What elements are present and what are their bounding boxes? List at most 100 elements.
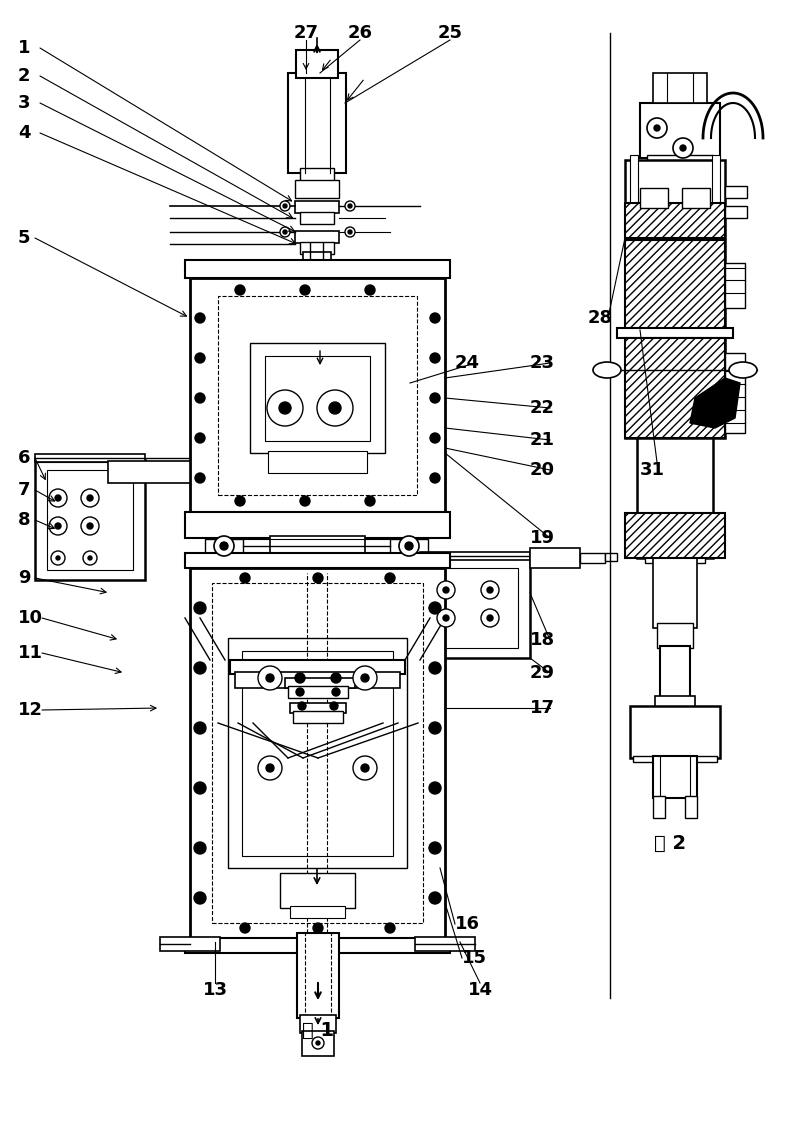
Circle shape	[353, 756, 377, 780]
Circle shape	[399, 536, 419, 556]
Circle shape	[316, 1041, 320, 1045]
Bar	[300, 242, 334, 254]
Circle shape	[258, 756, 282, 780]
Text: 24: 24	[455, 354, 480, 372]
Bar	[285, 678, 355, 688]
Bar	[296, 50, 338, 79]
Circle shape	[87, 495, 93, 501]
Bar	[303, 251, 331, 280]
Bar	[160, 937, 220, 951]
Bar	[625, 513, 725, 558]
Circle shape	[235, 284, 245, 295]
Bar	[35, 460, 145, 580]
Bar	[653, 795, 665, 818]
Circle shape	[49, 517, 67, 535]
Circle shape	[87, 523, 93, 529]
Bar	[630, 155, 638, 244]
Circle shape	[365, 496, 375, 506]
Circle shape	[194, 842, 206, 854]
Bar	[640, 188, 668, 208]
Bar	[212, 583, 423, 923]
Circle shape	[329, 402, 341, 414]
Bar	[640, 104, 720, 158]
Circle shape	[443, 587, 449, 593]
Bar	[530, 549, 580, 568]
Circle shape	[437, 609, 455, 627]
Circle shape	[195, 353, 205, 363]
Circle shape	[430, 473, 440, 483]
Bar	[288, 686, 348, 698]
Text: 11: 11	[18, 644, 43, 662]
Circle shape	[279, 402, 291, 414]
Bar	[653, 556, 697, 628]
Bar	[625, 160, 725, 238]
Bar	[302, 1031, 334, 1056]
Circle shape	[81, 489, 99, 508]
Bar	[625, 338, 725, 438]
Circle shape	[194, 721, 206, 734]
Bar	[633, 756, 717, 762]
Circle shape	[430, 353, 440, 363]
Bar	[47, 470, 133, 570]
Circle shape	[481, 609, 499, 627]
Circle shape	[348, 230, 352, 234]
Circle shape	[195, 473, 205, 483]
Text: 5: 5	[18, 229, 30, 247]
Circle shape	[437, 582, 455, 599]
Bar	[295, 201, 339, 213]
Circle shape	[195, 432, 205, 443]
Circle shape	[51, 551, 65, 564]
Text: 2: 2	[18, 67, 30, 85]
Circle shape	[313, 574, 323, 583]
Bar	[300, 212, 334, 224]
Circle shape	[283, 230, 287, 234]
Circle shape	[194, 662, 206, 674]
Bar	[265, 356, 370, 442]
Bar	[605, 553, 617, 561]
Text: 3: 3	[18, 94, 30, 112]
Circle shape	[266, 764, 274, 772]
Circle shape	[443, 615, 449, 621]
Text: 7: 7	[18, 481, 30, 498]
Text: 10: 10	[18, 609, 43, 627]
Circle shape	[313, 923, 323, 933]
Circle shape	[88, 556, 92, 560]
Bar	[108, 461, 190, 483]
Circle shape	[280, 201, 290, 211]
Bar	[420, 558, 530, 658]
Text: 4: 4	[18, 124, 30, 142]
Circle shape	[361, 674, 369, 682]
Circle shape	[220, 542, 228, 550]
Text: 25: 25	[438, 24, 462, 42]
Circle shape	[295, 673, 305, 683]
Polygon shape	[690, 378, 740, 428]
Bar	[712, 155, 720, 244]
Text: 29: 29	[530, 663, 555, 682]
Circle shape	[332, 688, 340, 696]
Bar	[250, 343, 385, 453]
Bar	[293, 711, 343, 723]
Text: 13: 13	[202, 981, 227, 999]
Circle shape	[280, 226, 290, 237]
Bar	[657, 622, 693, 648]
Text: 20: 20	[530, 461, 555, 479]
Circle shape	[312, 1037, 324, 1049]
Bar	[300, 1015, 336, 1033]
Circle shape	[429, 842, 441, 854]
Bar	[185, 259, 450, 278]
Bar	[625, 240, 725, 330]
Bar	[300, 168, 334, 183]
Text: 16: 16	[455, 915, 480, 933]
Circle shape	[300, 496, 310, 506]
Bar	[278, 564, 358, 583]
Text: 18: 18	[530, 630, 555, 649]
Circle shape	[317, 390, 353, 426]
Text: 15: 15	[462, 949, 487, 967]
Circle shape	[235, 496, 245, 506]
Bar	[653, 756, 697, 798]
Bar	[297, 933, 339, 1019]
Text: 27: 27	[294, 24, 318, 42]
Circle shape	[429, 892, 441, 904]
Circle shape	[283, 204, 287, 208]
Ellipse shape	[593, 362, 621, 378]
